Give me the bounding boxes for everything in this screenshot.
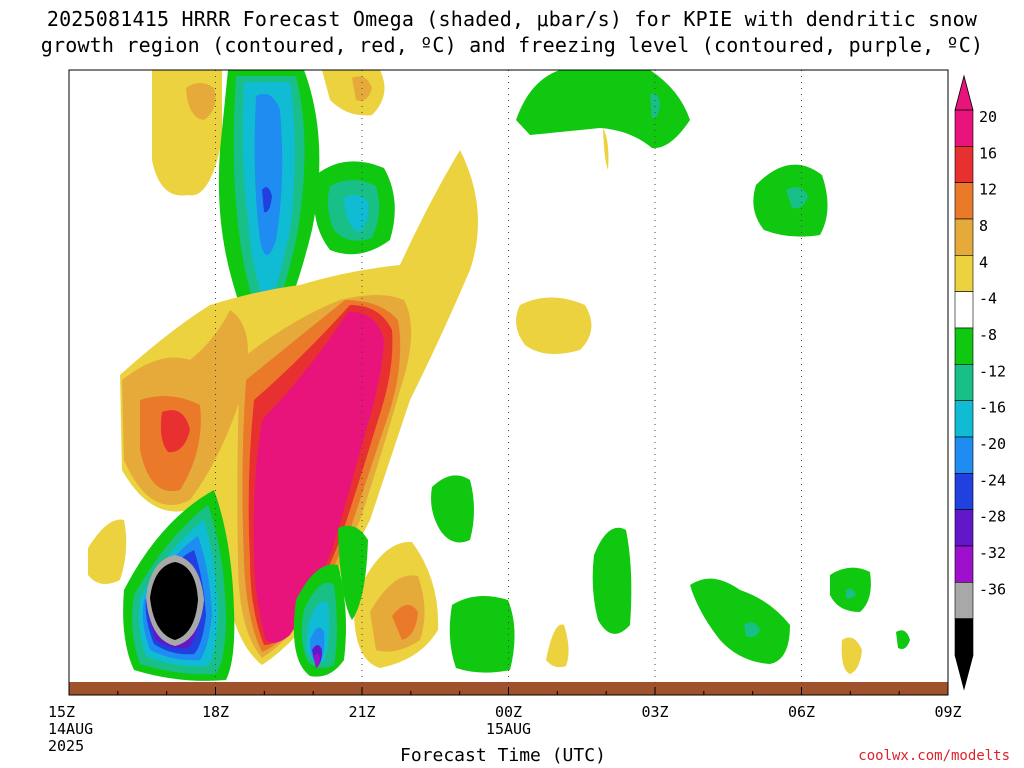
omega-region	[896, 630, 910, 649]
omega-region	[344, 194, 369, 232]
chart-title: 2025081415 HRRR Forecast Omega (shaded, …	[0, 6, 1024, 58]
colorbar-swatch	[954, 146, 974, 183]
title-line-2: growth region (contoured, red, ºC) and f…	[40, 33, 984, 57]
omega-region	[88, 519, 127, 584]
omega-region	[431, 475, 474, 543]
x-tick-label: 00Z	[495, 703, 522, 721]
x-tick-label: 15Z	[48, 703, 75, 721]
colorbar-label: -24	[979, 471, 1006, 489]
omega-region	[150, 562, 198, 640]
omega-shading	[69, 70, 948, 695]
colorbar: 20 16 12 8 4 -4 -8 -12 -16 -20 -24 -28 -32 -36	[954, 74, 1006, 691]
colorbar-swatch	[954, 582, 974, 619]
x-tick-label: 03Z	[641, 703, 668, 721]
omega-region	[262, 187, 272, 213]
omega-region	[516, 297, 592, 354]
x-tick-label: 18Z	[202, 703, 229, 721]
colorbar-label: -20	[979, 435, 1006, 453]
omega-region	[786, 187, 808, 209]
colorbar-label: 8	[979, 217, 988, 235]
omega-region	[253, 311, 384, 644]
colorbar-swatch	[954, 327, 974, 365]
colorbar-swatch	[954, 291, 974, 329]
omega-region	[322, 70, 385, 116]
omega-region	[516, 70, 690, 149]
colorbar-swatch	[954, 509, 974, 547]
omega-region	[846, 588, 856, 599]
title-line-1: 2025081415 HRRR Forecast Omega (shaded, …	[46, 7, 978, 31]
x-tick-label: 14AUG	[48, 720, 93, 738]
colorbar-label: -4	[979, 290, 997, 308]
x-tick-label: 06Z	[788, 703, 815, 721]
x-tick-label: 21Z	[348, 703, 375, 721]
omega-region	[546, 624, 569, 668]
omega-region	[650, 93, 660, 119]
colorbar-top-arrow	[954, 74, 974, 111]
colorbar-label: -8	[979, 326, 997, 344]
colorbar-label: -28	[979, 508, 1006, 526]
omega-region	[314, 653, 320, 668]
colorbar-label: 20	[979, 108, 997, 126]
omega-region	[744, 622, 760, 638]
omega-region	[186, 83, 216, 120]
colorbar-swatch	[954, 436, 974, 474]
colorbar-label: 16	[979, 144, 997, 162]
omega-region	[254, 93, 283, 255]
colorbar-label: -16	[979, 399, 1006, 417]
omega-region	[592, 527, 632, 634]
omega-region	[160, 410, 190, 453]
x-tick-label: 09Z	[934, 703, 961, 721]
colorbar-label: -12	[979, 362, 1006, 380]
x-tick-label: 2025	[48, 737, 84, 755]
credit-link[interactable]: coolwx.com/modelts	[858, 748, 1010, 764]
colorbar-label: 4	[979, 253, 988, 271]
colorbar-bottom-arrow	[954, 654, 974, 691]
grid	[215, 70, 802, 695]
colorbar-swatch	[954, 545, 974, 583]
omega-region	[841, 637, 862, 674]
omega-region	[603, 128, 609, 170]
omega-region	[392, 604, 418, 640]
colorbar-label: -32	[979, 544, 1006, 562]
omega-region	[338, 525, 368, 620]
x-axis-label: Forecast Time (UTC)	[400, 745, 606, 766]
colorbar-swatch	[954, 218, 974, 256]
omega-region	[690, 578, 790, 664]
x-tick-label: 15AUG	[486, 720, 531, 738]
colorbar-swatch	[954, 255, 974, 292]
colorbar-swatch	[954, 364, 974, 401]
colorbar-swatch	[954, 400, 974, 438]
colorbar-swatch	[954, 182, 974, 220]
colorbar-swatch	[954, 618, 974, 656]
colorbar-label: -36	[979, 580, 1006, 598]
colorbar-label: 12	[979, 181, 997, 199]
colorbar-swatch	[954, 473, 974, 510]
colorbar-swatch	[954, 109, 974, 147]
omega-region	[449, 596, 515, 673]
